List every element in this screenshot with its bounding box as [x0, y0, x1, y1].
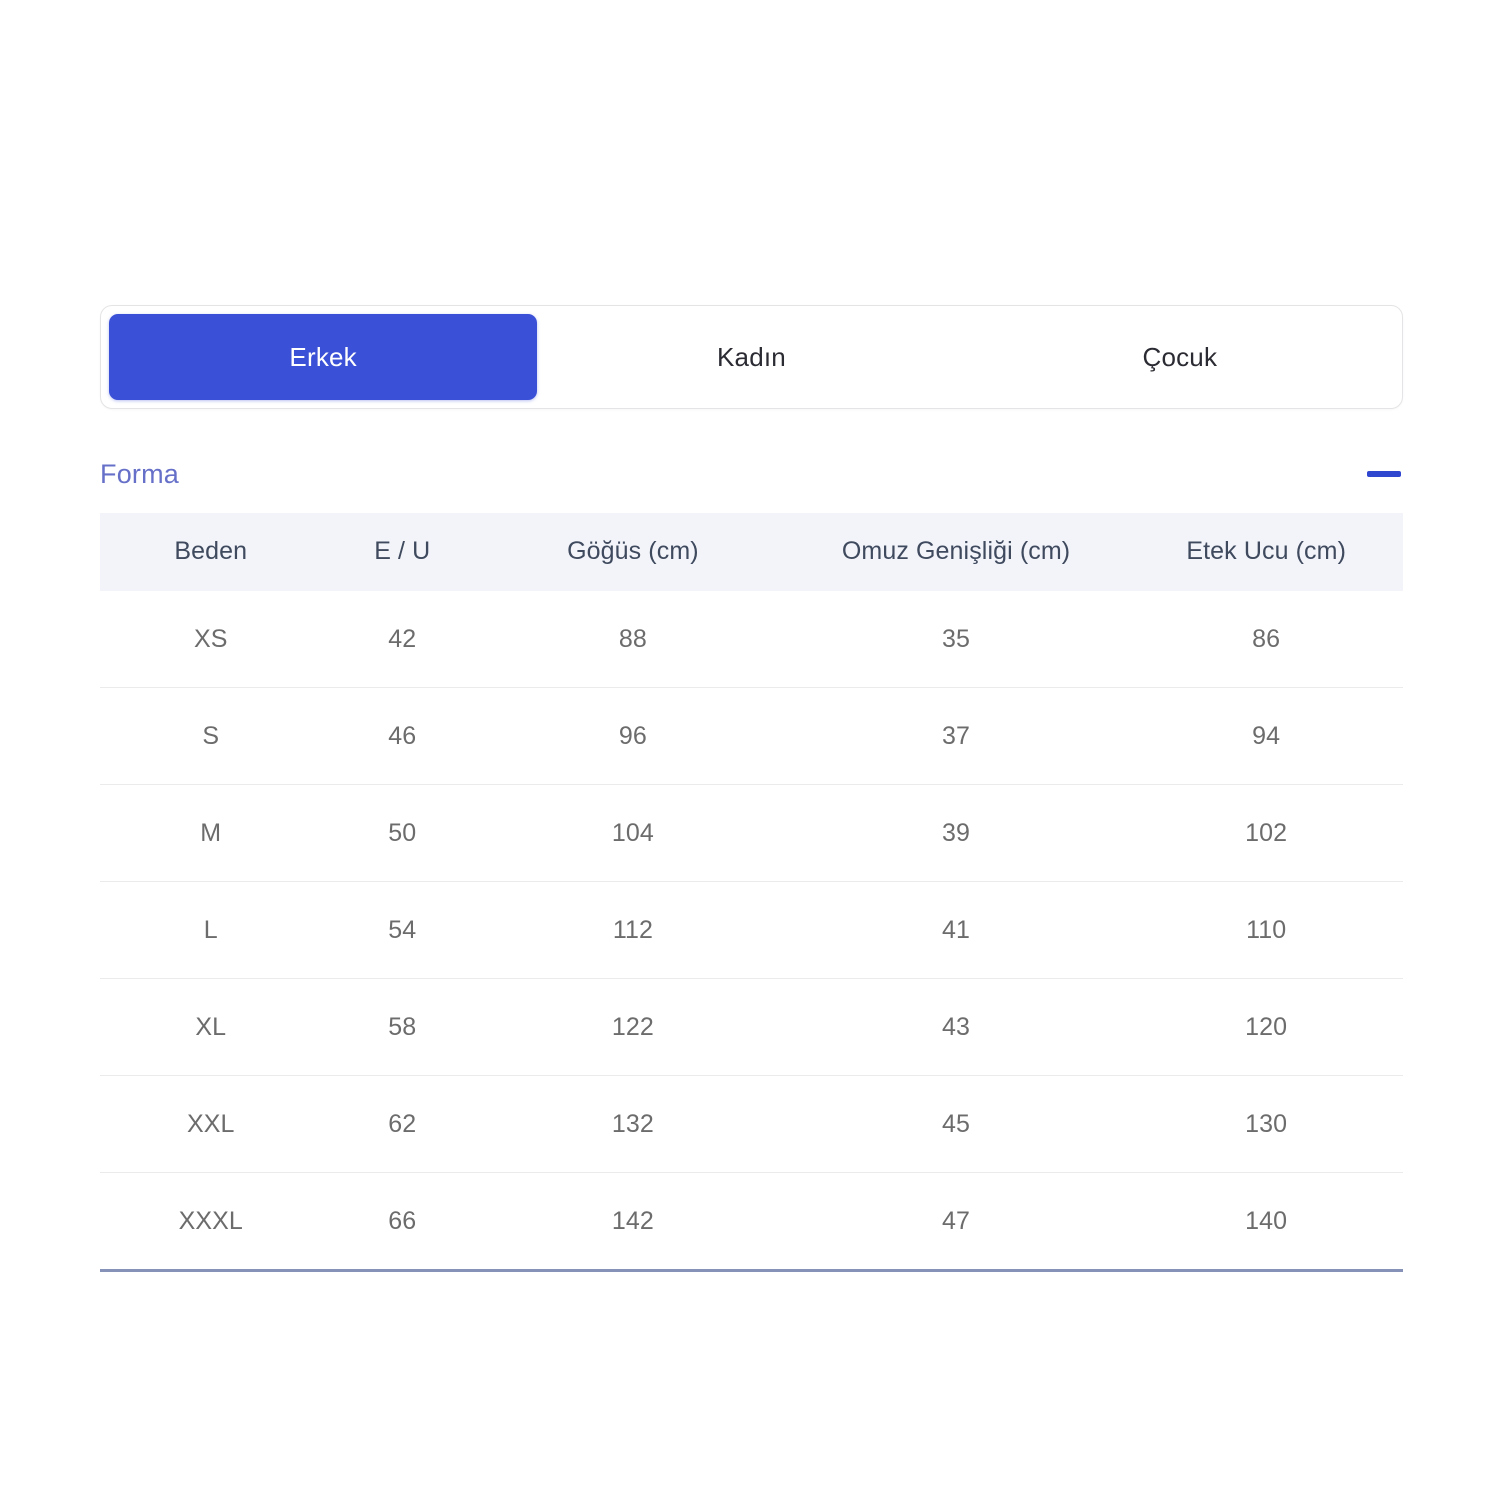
measurement-cell: 122 — [483, 978, 783, 1076]
measurement-cell: 142 — [483, 1172, 783, 1272]
size-label-cell: XS — [100, 591, 322, 688]
minus-icon[interactable] — [1367, 471, 1401, 477]
size-table-head: Beden E / U Göğüs (cm) Omuz Genişliği (cm) E… — [100, 513, 1403, 591]
measurement-cell: 62 — [321, 1075, 484, 1173]
gender-tab-bar: Erkek Kadın Çocuk — [100, 305, 1403, 409]
column-header: Omuz Genişliği (cm) — [782, 513, 1130, 591]
measurement-cell: 54 — [321, 881, 484, 979]
measurement-cell: 46 — [321, 687, 484, 785]
measurement-cell: 94 — [1129, 687, 1403, 785]
tab-cocuk[interactable]: Çocuk — [966, 314, 1394, 400]
measurement-cell: 50 — [321, 784, 484, 882]
size-table: Beden E / U Göğüs (cm) Omuz Genişliği (cm) E… — [100, 513, 1403, 1272]
table-row: S 46 96 37 94 — [100, 687, 1403, 785]
size-label-cell: XXL — [100, 1075, 322, 1173]
measurement-cell: 88 — [483, 591, 783, 688]
column-header: Beden — [100, 513, 322, 591]
measurement-cell: 35 — [782, 591, 1130, 688]
measurement-cell: 96 — [483, 687, 783, 785]
measurement-cell: 104 — [483, 784, 783, 882]
size-label-cell: XXXL — [100, 1172, 322, 1272]
table-header-row: Beden E / U Göğüs (cm) Omuz Genişliği (cm) E… — [100, 513, 1403, 591]
measurement-cell: 132 — [483, 1075, 783, 1173]
accordion-header-forma[interactable]: Forma — [100, 447, 1403, 501]
measurement-cell: 39 — [782, 784, 1130, 882]
table-row: XXL 62 132 45 130 — [100, 1075, 1403, 1173]
measurement-cell: 58 — [321, 978, 484, 1076]
measurement-cell: 37 — [782, 687, 1130, 785]
table-row: XXXL 66 142 47 140 — [100, 1172, 1403, 1272]
table-row: XS 42 88 35 86 — [100, 591, 1403, 688]
measurement-cell: 102 — [1129, 784, 1403, 882]
table-row: M 50 104 39 102 — [100, 784, 1403, 882]
table-row: XL 58 122 43 120 — [100, 978, 1403, 1076]
column-header: Etek Ucu (cm) — [1129, 513, 1403, 591]
measurement-cell: 47 — [782, 1172, 1130, 1272]
measurement-cell: 42 — [321, 591, 484, 688]
measurement-cell: 140 — [1129, 1172, 1403, 1272]
column-header: E / U — [321, 513, 484, 591]
size-label-cell: M — [100, 784, 322, 882]
tab-erkek[interactable]: Erkek — [109, 314, 538, 400]
measurement-cell: 45 — [782, 1075, 1130, 1173]
measurement-cell: 120 — [1129, 978, 1403, 1076]
measurement-cell: 41 — [782, 881, 1130, 979]
column-header: Göğüs (cm) — [483, 513, 783, 591]
measurement-cell: 130 — [1129, 1075, 1403, 1173]
accordion-title: Forma — [100, 458, 180, 489]
size-table-body: XS 42 88 35 86 S 46 96 37 94 M 50 104 39 102 L 54 112 41 11… — [100, 591, 1403, 1272]
size-label-cell: XL — [100, 978, 322, 1076]
table-row: L 54 112 41 110 — [100, 881, 1403, 979]
measurement-cell: 110 — [1129, 881, 1403, 979]
size-chart-content: Erkek Kadın Çocuk Forma Beden E / U Göğüs (c… — [100, 305, 1403, 1272]
measurement-cell: 112 — [483, 881, 783, 979]
measurement-cell: 86 — [1129, 591, 1403, 688]
tab-kadin[interactable]: Kadın — [537, 314, 965, 400]
size-label-cell: L — [100, 881, 322, 979]
measurement-cell: 43 — [782, 978, 1130, 1076]
size-label-cell: S — [100, 687, 322, 785]
measurement-cell: 66 — [321, 1172, 484, 1272]
